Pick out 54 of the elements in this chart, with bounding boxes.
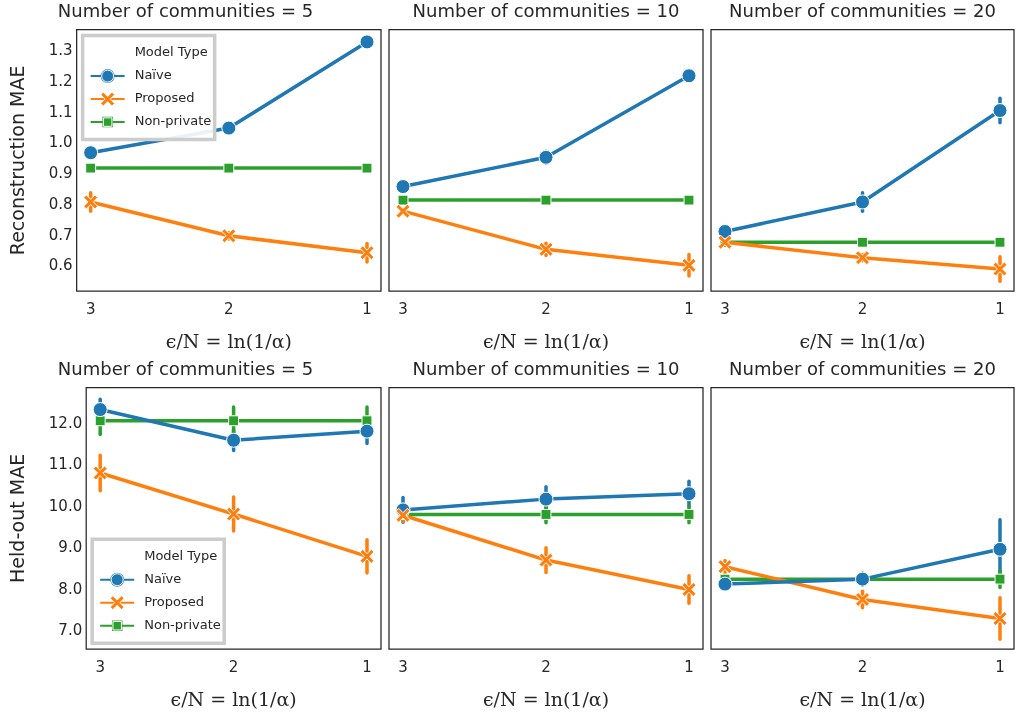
y-axis-title: Held-out MAE — [6, 453, 29, 583]
legend-label: Non-private — [134, 113, 212, 129]
chart-title: Number of communities = 20 — [729, 0, 996, 22]
y-tick-label: 7.0 — [58, 621, 83, 640]
legend-label: Naïve — [134, 67, 172, 83]
chart-title: Number of communities = 10 — [412, 0, 680, 22]
y-tick-label: 8.0 — [58, 579, 83, 598]
x-tick-label: 3 — [95, 658, 105, 677]
x-tick-label: 1 — [684, 300, 694, 319]
x-tick-label: 1 — [362, 300, 372, 319]
y-tick-label: 9.0 — [58, 538, 83, 557]
y-tick-label: 10.0 — [48, 496, 83, 515]
legend-label: Proposed — [144, 594, 205, 610]
y-tick-label: 12.0 — [48, 413, 83, 432]
x-tick-label: 2 — [541, 300, 551, 319]
y-tick-label: 1.1 — [48, 102, 73, 121]
chart-title: Number of communities = 5 — [57, 358, 314, 380]
x-axis-title: ϵ/N = ln(1/α) — [482, 329, 610, 352]
legend-label: Proposed — [134, 90, 195, 106]
x-tick-label: 3 — [720, 300, 730, 319]
y-tick-label: 1.0 — [48, 133, 73, 152]
y-tick-label: 0.7 — [48, 225, 73, 244]
x-axis-title: ϵ/N = ln(1/α) — [170, 687, 297, 710]
x-tick-label: 2 — [857, 300, 868, 319]
x-tick-label: 1 — [362, 658, 372, 677]
legend-title: Model Type — [144, 548, 218, 564]
y-tick-label: 1.3 — [48, 41, 73, 60]
legend-label: Non-private — [144, 617, 221, 633]
chart-title: Number of communities = 5 — [57, 0, 314, 22]
y-tick-label: 0.9 — [48, 164, 73, 183]
x-axis-title: ϵ/N = ln(1/α) — [482, 687, 610, 710]
x-axis-title: ϵ/N = ln(1/α) — [165, 329, 292, 352]
x-tick-label: 3 — [85, 300, 96, 319]
x-tick-label: 3 — [720, 658, 730, 677]
x-tick-label: 3 — [398, 658, 408, 677]
legend-title: Model Type — [134, 44, 208, 60]
x-tick-label: 2 — [228, 658, 239, 677]
x-axis-title: ϵ/N = ln(1/α) — [799, 329, 926, 352]
x-tick-label: 3 — [398, 300, 408, 319]
x-tick-label: 1 — [684, 658, 694, 677]
x-tick-label: 2 — [224, 300, 234, 319]
x-axis-title: ϵ/N = ln(1/α) — [799, 687, 926, 710]
y-axis-title: Reconstruction MAE — [6, 65, 29, 256]
y-tick-label: 0.8 — [48, 194, 73, 213]
y-tick-label: 11.0 — [48, 455, 83, 474]
y-tick-label: 1.2 — [48, 71, 73, 90]
y-tick-label: 0.6 — [48, 256, 73, 275]
chart-title: Number of communities = 20 — [729, 358, 996, 380]
chart-title: Number of communities = 10 — [412, 358, 680, 380]
x-tick-label: 2 — [541, 658, 551, 677]
x-tick-label: 1 — [995, 300, 1005, 319]
x-tick-label: 1 — [995, 658, 1005, 677]
x-tick-label: 2 — [857, 658, 868, 677]
legend-label: Naïve — [144, 571, 182, 587]
